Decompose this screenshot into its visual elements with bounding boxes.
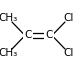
Text: C: C xyxy=(24,31,32,40)
Text: CH₃: CH₃ xyxy=(0,48,18,58)
Text: C: C xyxy=(45,31,53,40)
Text: CH₃: CH₃ xyxy=(0,13,18,23)
Text: Cl: Cl xyxy=(64,13,74,23)
Text: Cl: Cl xyxy=(64,48,74,58)
